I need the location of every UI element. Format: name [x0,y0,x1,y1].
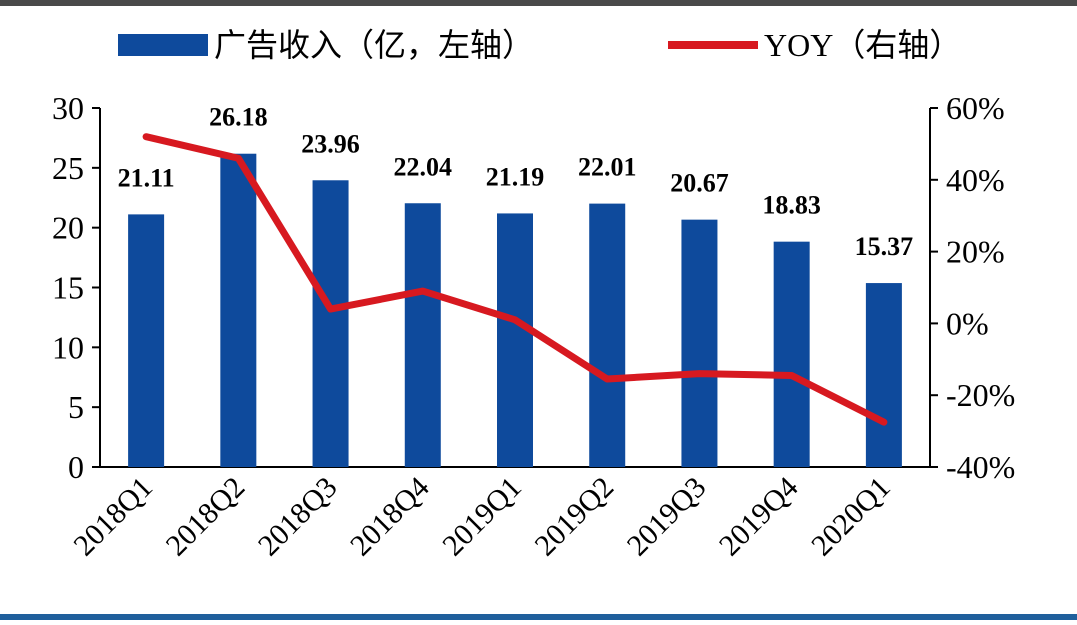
bar-value-label: 22.04 [394,152,453,181]
bar [404,203,441,467]
bar-value-label: 23.96 [301,129,360,158]
right-tick-label: 60% [946,90,1005,126]
legend-bar-label: 广告收入（亿，左轴） [214,27,534,63]
bar [312,180,349,467]
left-tick-label: 15 [52,270,84,306]
bar [220,153,257,468]
bar [589,203,626,468]
right-tick-label: 0% [946,305,989,341]
right-axis: -40% -20% 0% 20% 40% 60% [929,90,1015,485]
bar [681,219,718,467]
right-tick-label: 20% [946,234,1005,270]
category-label: 2020Q1 [805,471,897,563]
category-label: 2018Q2 [160,471,252,563]
category-label: 2019Q3 [621,471,713,563]
bar-value-label: 18.83 [762,191,821,220]
category-label: 2018Q3 [252,471,344,563]
legend-bar-swatch [118,34,208,56]
left-axis: 0 5 10 15 20 25 30 [52,90,101,485]
top-edge-strip [0,0,1077,6]
legend-line-label: YOY（右轴） [764,27,961,63]
bar-value-label: 20.67 [670,169,729,198]
bottom-edge-strip [0,614,1077,620]
left-tick-label: 10 [52,329,84,365]
legend: 广告收入（亿，左轴） YOY（右轴） [118,27,961,63]
category-label: 2019Q4 [713,471,805,563]
left-tick-label: 25 [52,150,84,186]
bar-value-label: 22.01 [578,153,637,182]
bar-value-label: 21.19 [486,162,545,191]
left-tick-label: 30 [52,90,84,126]
category-label: 2019Q1 [436,471,528,563]
category-label: 2018Q4 [344,471,436,563]
right-tick-label: -20% [946,377,1015,413]
bar [865,283,902,467]
bar [773,241,810,467]
bar [497,213,533,467]
bar-value-label: 15.37 [855,232,914,261]
left-tick-label: 0 [68,449,84,485]
data-labels: 21.11 26.18 23.96 22.04 21.19 22.01 20.67 18.83… [118,103,914,261]
x-axis: 2018Q1 2018Q2 2018Q3 2018Q4 2019Q1 2019Q2 2019… [67,466,930,563]
yoy-line [142,133,888,426]
yoy-line-series [142,133,888,426]
category-label: 2019Q2 [528,471,620,563]
left-tick-label: 5 [68,389,84,425]
right-tick-label: 40% [946,162,1005,198]
bar-series [128,153,902,468]
bar-value-label: 21.11 [118,163,175,192]
bar [128,214,165,467]
left-tick-label: 20 [52,210,84,246]
bar-value-label: 26.18 [209,103,268,132]
right-tick-label: -40% [946,449,1015,485]
